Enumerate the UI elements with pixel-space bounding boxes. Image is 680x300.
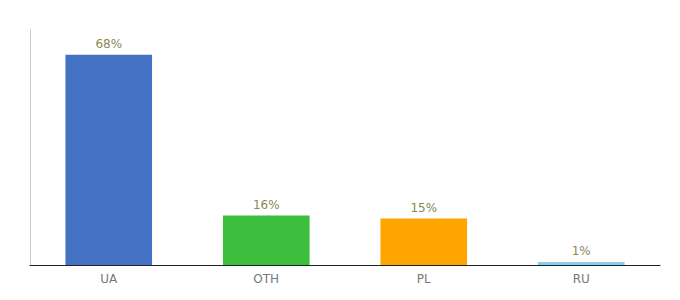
svg-text:16%: 16% [253,198,280,212]
svg-text:15%: 15% [410,201,437,215]
svg-text:68%: 68% [95,37,122,51]
svg-text:RU: RU [573,272,590,286]
svg-text:PL: PL [417,272,431,286]
svg-text:UA: UA [100,272,118,286]
svg-text:1%: 1% [572,244,591,258]
svg-text:OTH: OTH [253,272,279,286]
